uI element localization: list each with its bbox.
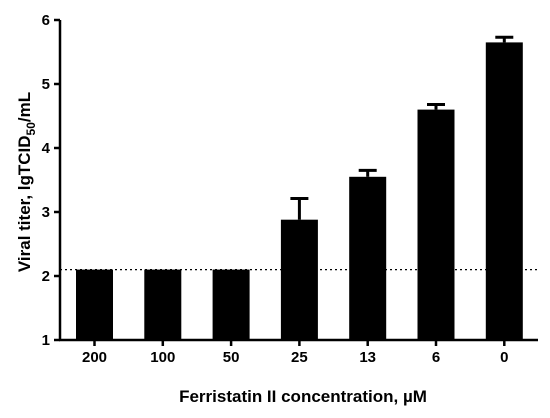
y-axis-title-subscript: 50 [24, 122, 38, 136]
x-tick-label-0: 0 [500, 349, 508, 366]
bar-25 [280, 219, 318, 340]
y-tick-label-6: 6 [42, 12, 50, 29]
bar-13 [349, 176, 387, 340]
y-axis-title-prefix: Viral titer, lgTCID [15, 135, 34, 272]
bar-0 [485, 42, 523, 341]
y-tick-label-2: 2 [42, 268, 50, 285]
y-tick-label-5: 5 [42, 76, 50, 93]
y-axis-title-suffix: /mL [15, 92, 34, 122]
y-tick-label-4: 4 [42, 140, 51, 157]
x-tick-label-50: 50 [223, 349, 240, 366]
x-tick-label-100: 100 [150, 349, 175, 366]
bar-6 [417, 109, 455, 340]
y-tick-label-1: 1 [42, 332, 50, 349]
x-axis-title: Ferristatin II concentration, µM [179, 387, 427, 406]
bars-layer [76, 35, 523, 341]
x-tick-label-6: 6 [432, 349, 440, 366]
bar-100 [144, 269, 182, 340]
y-axis-title: Viral titer, lgTCID50/mL [15, 92, 38, 272]
ticks-layer: 1 2 3 4 5 6 200 100 50 25 13 6 0 [42, 12, 509, 366]
x-tick-label-13: 13 [359, 349, 376, 366]
bar-200 [76, 269, 113, 340]
y-tick-label-3: 3 [42, 204, 50, 221]
bar-50 [212, 269, 250, 340]
x-tick-label-200: 200 [82, 349, 107, 366]
x-tick-label-25: 25 [291, 349, 308, 366]
